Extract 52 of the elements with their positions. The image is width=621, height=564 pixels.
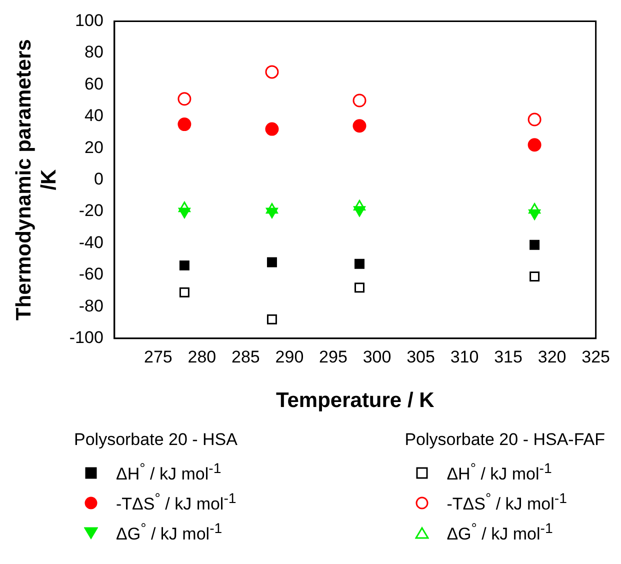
- legend-label: ΔG$^{°}$ / kJ mol$^{-1}$: [446, 521, 553, 545]
- point: [178, 202, 190, 212]
- point: [530, 240, 540, 250]
- x-tick-label: 320: [538, 347, 566, 366]
- y-tick-label: 100: [75, 10, 104, 30]
- x-tick-label: 280: [188, 347, 216, 366]
- x-tick-label: 295: [319, 347, 348, 366]
- point: [179, 287, 190, 298]
- y-tick-label: -80: [78, 296, 104, 316]
- point: [352, 119, 366, 133]
- x-axis-title: Temperature / K: [276, 389, 434, 412]
- x-tick-label: 315: [494, 347, 522, 366]
- point: [528, 112, 542, 126]
- y-tick-label: 40: [84, 106, 104, 126]
- y-tick-label: 0: [94, 169, 104, 188]
- point: [352, 94, 366, 108]
- point: [266, 314, 277, 324]
- point: [265, 122, 279, 136]
- point: [266, 257, 277, 268]
- point: [178, 92, 192, 106]
- y-tick-label: 20: [84, 138, 104, 157]
- y-tick-label: -20: [78, 201, 104, 220]
- x-tick-label: 325: [582, 347, 610, 366]
- y-tick-label: 80: [84, 42, 104, 62]
- legend-label: ΔH$^{°}$ / kJ mol$^{-1}$: [116, 461, 222, 485]
- x-tick-label: 300: [362, 347, 392, 366]
- legend-label: -TΔS$^{°}$ / kJ mol$^{-1}$: [446, 491, 567, 515]
- text: Polysorbate 20 - HSA: [74, 430, 238, 450]
- point: [530, 272, 540, 282]
- y-tick-label: -60: [78, 264, 104, 284]
- point: [528, 138, 542, 152]
- point: [266, 203, 278, 214]
- legend-label: ΔH$^{°}$ / kJ mol$^{-1}$: [446, 461, 552, 485]
- point: [265, 65, 279, 79]
- point: [179, 260, 190, 270]
- x-tick-label: 310: [450, 347, 479, 366]
- text: Polysorbate 20 - HSA-FAF: [404, 430, 605, 450]
- y-tick-label: -40: [78, 232, 104, 252]
- point: [354, 200, 366, 211]
- x-tick-label: 275: [144, 347, 172, 366]
- point: [354, 282, 364, 293]
- point: [178, 118, 192, 132]
- legend-label: ΔG$^{°}$ / kJ mol$^{-1}$: [116, 521, 222, 545]
- point: [354, 258, 364, 269]
- x-tick-label: 305: [406, 347, 435, 366]
- x-tick-label: 285: [232, 347, 260, 366]
- y-axis-title: Thermodynamic parameters /K: [12, 39, 61, 320]
- y-tick-label: 60: [84, 74, 104, 94]
- y-tick-label: -100: [69, 328, 104, 348]
- x-tick-label: 290: [275, 347, 304, 366]
- point: [528, 203, 540, 214]
- legend-label: -TΔS$^{°}$ / kJ mol$^{-1}$: [116, 491, 236, 515]
